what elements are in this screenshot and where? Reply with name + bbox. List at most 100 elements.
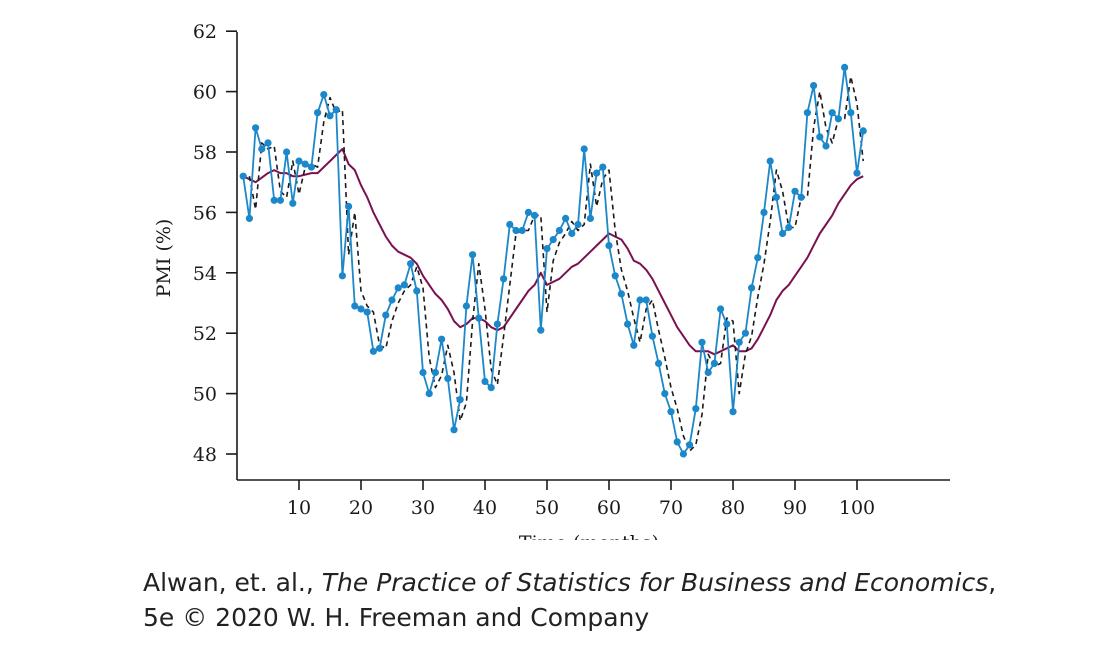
- x-tick-label: 100: [839, 497, 875, 519]
- series-point: [816, 133, 824, 141]
- series-point: [760, 208, 768, 216]
- series-point: [673, 438, 681, 446]
- x-tick-label: 10: [287, 497, 311, 519]
- y-tick-label: 50: [193, 384, 217, 406]
- series-point: [332, 106, 340, 114]
- series-point: [289, 199, 297, 207]
- series-point: [698, 338, 706, 346]
- series-point: [611, 272, 619, 280]
- series-point: [580, 145, 588, 153]
- x-tick-label: 40: [473, 497, 497, 519]
- series-point: [729, 408, 737, 416]
- series-point: [475, 314, 483, 322]
- series-point: [822, 142, 830, 150]
- y-tick-label: 48: [193, 444, 217, 466]
- series-point: [462, 302, 470, 310]
- series-point: [363, 308, 371, 316]
- credit-book-title: The Practice of Statistics for Business …: [321, 568, 989, 597]
- series-point: [686, 441, 694, 449]
- series-point: [772, 193, 781, 201]
- series-point: [859, 127, 867, 135]
- series-point: [537, 326, 545, 334]
- series-point: [754, 254, 762, 262]
- series-point: [630, 341, 638, 349]
- series-point: [239, 172, 247, 180]
- series-point: [351, 302, 359, 310]
- series-point: [314, 109, 322, 117]
- x-tick-label: 90: [783, 497, 807, 519]
- series-point: [624, 320, 632, 328]
- series-point: [748, 284, 756, 292]
- x-tick-label: 70: [659, 497, 683, 519]
- credit-authors: Alwan, et. al.,: [143, 568, 322, 597]
- series-point: [326, 112, 334, 120]
- series-point: [717, 305, 725, 313]
- series-point: [252, 124, 260, 132]
- series-point: [568, 229, 576, 238]
- series-point: [345, 202, 353, 210]
- series-point: [642, 296, 650, 304]
- series-point: [469, 251, 477, 259]
- series-point: [382, 311, 390, 319]
- series-point: [605, 242, 613, 250]
- series-point: [704, 368, 712, 377]
- series-point: [785, 223, 793, 232]
- x-tick-label: 50: [535, 497, 559, 519]
- y-axis-ticks: 48 50 52 54 56 58 60 62: [193, 21, 237, 466]
- series-point: [853, 169, 861, 177]
- series-point: [481, 377, 489, 386]
- pmi-line-chart: 48 50 52 54 56 58 60 62 10 20 30 40 50 60 70 80 90 100 T…: [153, 21, 950, 540]
- series-point: [413, 287, 421, 295]
- series-point: [797, 193, 805, 201]
- series-point: [810, 82, 818, 90]
- series-point: [450, 426, 458, 434]
- series-line-dashed: [248, 75, 864, 452]
- series-point: [617, 290, 626, 298]
- series-point: [512, 226, 520, 235]
- series-point: [493, 320, 501, 328]
- series-point: [636, 296, 644, 304]
- x-tick-label: 60: [597, 497, 621, 519]
- series-point: [828, 109, 836, 117]
- series-point: [506, 220, 514, 229]
- series-point: [438, 335, 446, 343]
- series-point: [307, 163, 315, 171]
- x-axis-ticks: 10 20 30 40 50 60 70 80 90 100: [287, 480, 875, 519]
- series-point: [394, 284, 402, 292]
- series-point: [599, 163, 607, 171]
- series-point: [264, 139, 272, 147]
- series-point: [741, 329, 750, 337]
- x-tick-label: 20: [349, 497, 373, 519]
- source-credit-line-1: Alwan, et. al., The Practice of Statisti…: [143, 568, 996, 597]
- series-point: [779, 229, 787, 238]
- series-point: [655, 359, 663, 367]
- chart-axes: [236, 32, 950, 481]
- y-tick-label: 52: [193, 323, 217, 345]
- series-point: [723, 320, 731, 328]
- series-point: [283, 148, 291, 156]
- series-point: [735, 338, 743, 346]
- series-point: [710, 359, 719, 367]
- series-point: [543, 245, 551, 253]
- series-point: [419, 368, 427, 377]
- y-tick-label: 60: [193, 82, 217, 104]
- series-point: [425, 390, 433, 398]
- series-point: [524, 208, 533, 216]
- series-point: [258, 145, 266, 153]
- series-point: [586, 214, 595, 222]
- series-point: [431, 368, 439, 377]
- series-point: [245, 214, 253, 222]
- series-point: [400, 281, 408, 289]
- x-axis-title: Time (months): [519, 532, 659, 540]
- series-point: [301, 160, 309, 168]
- y-tick-label: 62: [193, 21, 217, 43]
- x-tick-label: 30: [411, 497, 435, 519]
- series-point: [320, 91, 328, 99]
- series-point: [270, 196, 278, 204]
- series-point: [338, 272, 346, 280]
- series-point: [679, 450, 688, 458]
- series-point: [834, 115, 843, 123]
- source-credit-line-2: 5e © 2020 W. H. Freeman and Company: [143, 603, 650, 632]
- series-point: [531, 211, 539, 219]
- series-point: [661, 390, 669, 398]
